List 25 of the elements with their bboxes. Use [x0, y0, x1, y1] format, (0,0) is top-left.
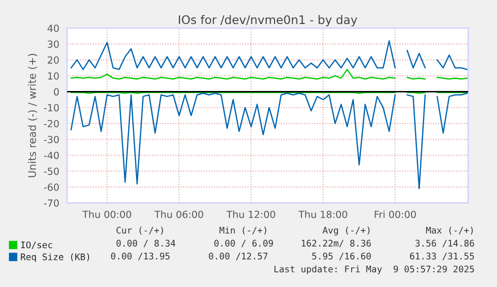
- y-tick-label: -50: [44, 168, 59, 175]
- text: 0.00 / 8.34 0.00 / 6.09 162.22m/ 8.36 3.56 /14.86: [116, 240, 474, 248]
- y-tick-label: -10: [44, 104, 59, 112]
- x-tick-label: Thu 12:00: [226, 210, 276, 218]
- y-axis-title: Units read (-) / write (+): [28, 54, 38, 178]
- x-tick-label: Thu 06:00: [154, 210, 204, 218]
- y-tick-label: 10: [48, 72, 59, 80]
- x-tick-label: Fri 00:00: [374, 210, 416, 218]
- y-tick-label: -30: [44, 136, 59, 144]
- y-tick-label: -60: [44, 184, 59, 191]
- x-tick-label: Thu 00:00: [82, 210, 132, 218]
- chart-title: IOs for /dev/nvme0n1 - by day: [178, 14, 358, 26]
- legend-label: IO/sec: [21, 241, 52, 249]
- y-tick-label: 40: [48, 24, 59, 32]
- x-tick-label: Thu 18:00: [298, 210, 348, 218]
- text: Cur (-/+) Min (-/+) Avg (-/+) Max (-/+): [116, 226, 473, 236]
- y-tick-label: -70: [44, 199, 59, 207]
- text: 0.00 /13.95 0.00 /12.57 5.95 /16.60 61.33 /31.55: [111, 252, 474, 260]
- y-tick-label: 30: [48, 40, 59, 48]
- legend-label: Req Size (KB): [20, 253, 90, 262]
- y-tick-label: -40: [44, 152, 59, 160]
- text: Last update: Fri May 9 05:57:29 2025: [274, 265, 474, 274]
- y-tick-label: 0: [54, 88, 59, 96]
- y-tick-label: 20: [48, 56, 59, 64]
- y-tick-label: -20: [44, 120, 59, 128]
